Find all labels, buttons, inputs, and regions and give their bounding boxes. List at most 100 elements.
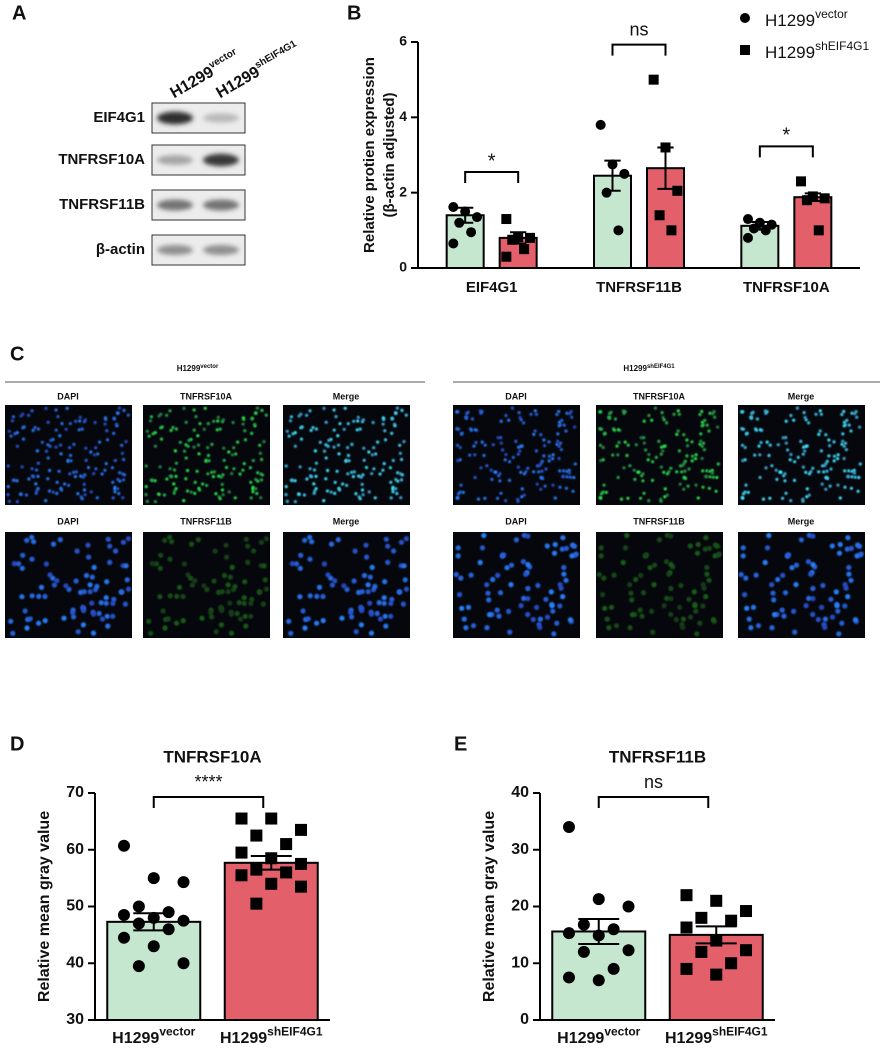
- cell: [744, 605, 750, 611]
- cell: [456, 410, 460, 414]
- cell: [400, 408, 404, 412]
- blot-band: [203, 199, 239, 211]
- cell: [607, 415, 611, 419]
- cell: [855, 415, 859, 419]
- cell: [57, 537, 63, 543]
- cell: [479, 545, 486, 551]
- cell: [456, 459, 460, 463]
- cell: [644, 448, 648, 452]
- cell: [633, 477, 637, 481]
- cell: [20, 552, 26, 558]
- cell: [145, 499, 149, 503]
- cell: [313, 449, 317, 453]
- cell: [285, 429, 289, 433]
- cell: [350, 442, 354, 446]
- cell: [40, 440, 44, 444]
- significance-bracket: [152, 796, 265, 808]
- cell: [367, 600, 373, 606]
- cell: [626, 443, 630, 447]
- cell: [198, 422, 202, 426]
- cell: [562, 475, 566, 479]
- cell: [93, 420, 97, 425]
- cell: [248, 613, 254, 619]
- y-axis-label: Relative protien expression: [361, 57, 378, 253]
- cell: [198, 488, 202, 492]
- cell: [149, 415, 153, 419]
- cell: [294, 561, 300, 567]
- cell: [508, 460, 512, 464]
- cell: [86, 465, 91, 470]
- cell: [641, 479, 645, 483]
- cell: [858, 462, 862, 466]
- cell: [157, 594, 163, 600]
- data-point: [525, 232, 536, 243]
- cell: [560, 594, 566, 600]
- cell: [690, 440, 694, 444]
- image-header: DAPI: [505, 391, 527, 401]
- cell: [751, 410, 755, 414]
- cell: [780, 572, 786, 579]
- cell: [662, 470, 666, 474]
- cell: [36, 474, 40, 478]
- cell: [346, 422, 350, 426]
- x-tick-label: H1299vector: [557, 1025, 641, 1047]
- cell: [148, 419, 153, 423]
- cell: [517, 411, 521, 415]
- cell: [337, 452, 341, 456]
- cell: [107, 543, 113, 549]
- cell: [801, 452, 805, 456]
- cell: [180, 618, 186, 624]
- cell: [287, 434, 291, 438]
- cell: [122, 473, 126, 477]
- cell: [169, 539, 175, 545]
- cell: [847, 469, 851, 473]
- cell: [802, 411, 806, 415]
- cell: [626, 496, 630, 500]
- cell: [479, 411, 483, 415]
- cell: [506, 608, 512, 615]
- cell: [299, 412, 303, 416]
- cell: [694, 483, 698, 487]
- cell: [683, 469, 687, 473]
- cell: [632, 468, 636, 472]
- cell: [110, 466, 114, 470]
- cell: [755, 417, 760, 421]
- cell: [807, 421, 811, 425]
- cell: [103, 416, 107, 420]
- cell: [601, 575, 607, 581]
- cell: [99, 616, 106, 622]
- cell: [89, 490, 93, 494]
- cell: [204, 459, 208, 463]
- cell: [15, 431, 19, 435]
- blot-row-label: β-actin: [96, 241, 145, 258]
- data-point: [654, 210, 665, 221]
- cell: [264, 413, 268, 417]
- cell: [793, 582, 799, 588]
- cell: [682, 433, 686, 437]
- cell: [118, 479, 122, 483]
- cell: [11, 415, 15, 419]
- cell: [398, 451, 402, 455]
- x-tick-label-sup: shEIF4G1: [267, 1025, 323, 1039]
- y-tick-label: 30: [511, 841, 529, 858]
- blot-band: [157, 111, 193, 125]
- cell: [168, 409, 172, 413]
- cell: [801, 465, 806, 469]
- cell: [90, 630, 97, 636]
- cell: [801, 499, 805, 503]
- cell: [212, 470, 216, 474]
- cell: [258, 539, 264, 545]
- legend-marker: [740, 13, 750, 23]
- cell: [504, 565, 510, 571]
- cell: [764, 466, 768, 470]
- data-point: [680, 962, 693, 975]
- cell: [738, 571, 744, 578]
- cell: [490, 576, 496, 583]
- cell: [569, 410, 573, 414]
- cell: [699, 432, 703, 436]
- cell: [741, 410, 745, 414]
- cell: [789, 499, 793, 503]
- cell: [388, 600, 394, 607]
- cell: [368, 630, 375, 636]
- cell: [706, 577, 712, 583]
